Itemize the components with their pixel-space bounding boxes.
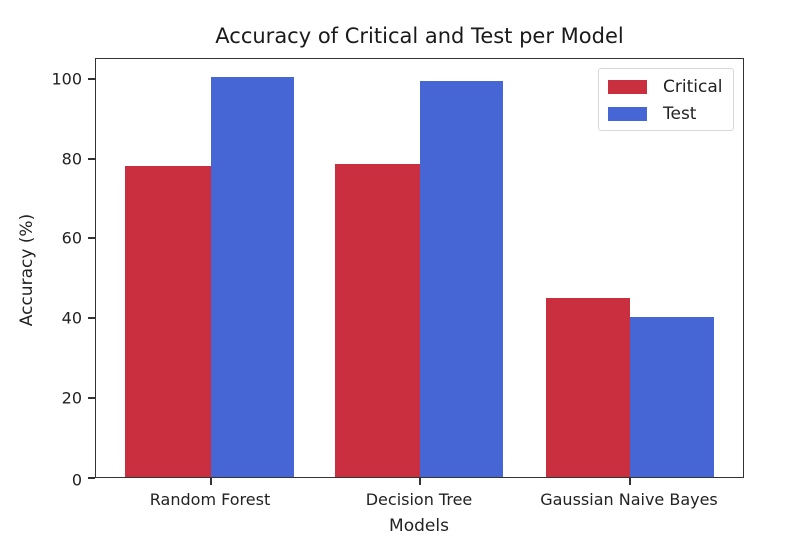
x-tick-label: Gaussian Naive Bayes (540, 490, 718, 509)
y-tick-mark (88, 237, 95, 239)
legend-swatch-test (608, 107, 647, 121)
bar-critical-gaussian-naive-bayes (546, 298, 630, 477)
bar-critical-decision-tree (335, 164, 420, 477)
legend-label-critical: Critical (663, 77, 723, 97)
legend-swatch-critical (608, 80, 647, 94)
legend-item-test: Test (608, 103, 696, 125)
y-tick-mark (88, 78, 95, 80)
y-tick-label: 40 (61, 308, 82, 328)
y-tick-mark (88, 397, 95, 399)
y-tick-label: 60 (61, 228, 82, 248)
y-tick-mark (88, 477, 95, 479)
bar-test-random-forest (211, 77, 294, 477)
y-tick-label: 100 (51, 69, 82, 89)
x-tick-label: Decision Tree (365, 490, 473, 509)
x-tick-mark (419, 478, 421, 485)
bar-test-decision-tree (420, 81, 503, 477)
y-tick-label: 20 (61, 388, 82, 408)
legend-item-critical: Critical (608, 76, 722, 98)
plot-area: Critical Test (95, 58, 744, 478)
y-tick-label: 80 (61, 149, 82, 169)
x-axis-label: Models (389, 516, 449, 536)
x-tick-mark (629, 478, 631, 485)
x-tick-mark (210, 478, 212, 485)
y-axis-label: Accuracy (%) (17, 213, 37, 327)
legend: Critical Test (598, 68, 734, 131)
legend-label-test: Test (663, 104, 697, 124)
chart-title: Accuracy of Critical and Test per Model (215, 24, 624, 48)
y-tick-mark (88, 317, 95, 319)
bar-critical-random-forest (125, 166, 211, 477)
y-tick-label: 0 (71, 470, 82, 490)
bar-test-gaussian-naive-bayes (630, 317, 714, 477)
y-tick-mark (88, 158, 95, 160)
x-tick-label: Random Forest (149, 490, 271, 509)
